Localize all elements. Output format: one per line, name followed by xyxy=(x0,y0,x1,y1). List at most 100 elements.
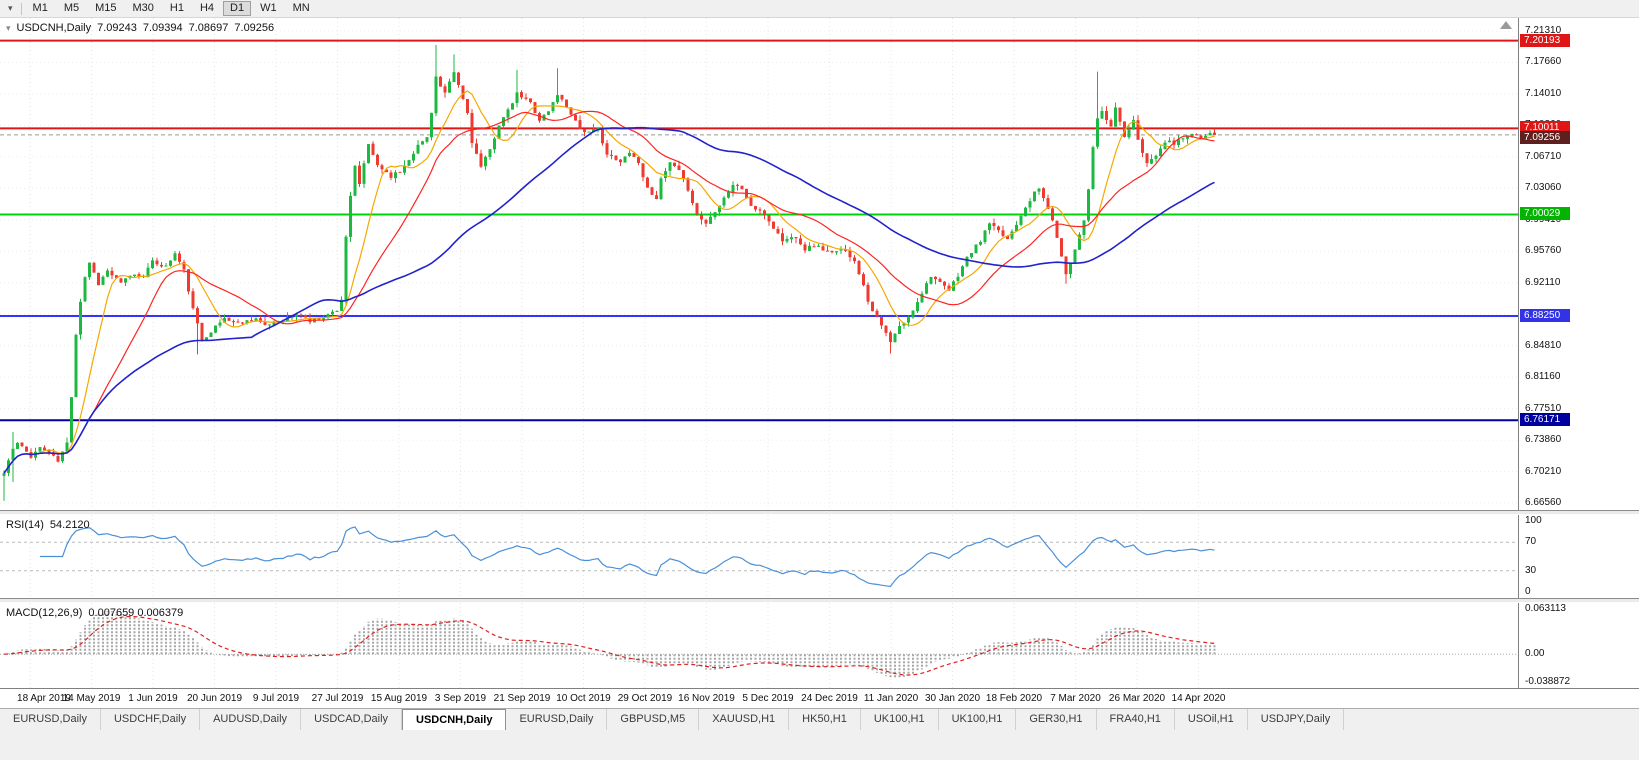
price-tick-label: 6.66560 xyxy=(1525,497,1562,508)
macd-signal-line xyxy=(3,615,1215,676)
date-tick-label: 3 Sep 2019 xyxy=(434,693,487,704)
chart-symbol: USDCNH,Daily xyxy=(16,22,92,34)
level-price-badge: 6.76171 xyxy=(1520,413,1570,426)
chart-tab-gbpusd[interactable]: GBPUSD,M5 xyxy=(607,709,700,730)
macd-panel[interactable]: MACD(12,26,9) 0.007659 0.006379 xyxy=(0,603,1518,688)
price-tick-label: 6.73860 xyxy=(1525,434,1562,445)
horizontal-level-lines xyxy=(0,39,1518,422)
chart-tab-usdchf[interactable]: USDCHF,Daily xyxy=(101,709,201,730)
rsi-header: RSI(14) 54.2120 xyxy=(6,519,96,531)
date-tick-label: 9 Jul 2019 xyxy=(252,693,300,704)
chart-tab-eurusd[interactable]: EURUSD,Daily xyxy=(506,709,608,730)
chart-tab-fra40[interactable]: FRA40,H1 xyxy=(1097,709,1175,730)
date-tick-label: 18 Feb 2020 xyxy=(985,693,1043,704)
level-price-badge: 6.88250 xyxy=(1520,309,1570,322)
panel-divider[interactable] xyxy=(0,598,1639,603)
chart-tab-ger30[interactable]: GER30,H1 xyxy=(1016,709,1097,730)
date-tick-label: 11 Jan 2020 xyxy=(863,693,919,704)
chart-tab-eurusd[interactable]: EURUSD,Daily xyxy=(0,709,101,730)
chart-close: 7.09256 xyxy=(234,22,275,34)
date-tick-label: 16 Nov 2019 xyxy=(678,693,735,704)
date-tick-label: 5 Dec 2019 xyxy=(742,693,794,704)
rsi-value: 54.2120 xyxy=(49,519,90,531)
price-tick-label: 7.17660 xyxy=(1525,56,1562,67)
price-axis[interactable]: 7.213107.176607.140107.103607.067107.030… xyxy=(1518,18,1639,688)
chart-tab-uk100[interactable]: UK100,H1 xyxy=(861,709,939,730)
timeframe-h4[interactable]: H4 xyxy=(193,1,221,16)
price-tick-label: 6.81160 xyxy=(1525,371,1561,382)
ma-56-line xyxy=(3,126,1215,474)
toolbar-separator xyxy=(20,2,22,15)
scroll-to-end-marker xyxy=(1500,21,1512,29)
price-tick-label: 7.03060 xyxy=(1525,182,1562,193)
macd-histogram xyxy=(7,611,1216,679)
date-tick-label: 7 Mar 2020 xyxy=(1050,693,1101,704)
rsi-canvas xyxy=(0,515,1518,598)
timeframe-m1[interactable]: M1 xyxy=(26,1,55,16)
date-tick-label: 1 Jun 2019 xyxy=(128,693,178,704)
rsi-tick-label: 100 xyxy=(1525,515,1542,526)
chart-tab-bar: EURUSD,Daily USDCHF,Daily AUDUSD,Daily USDC… xyxy=(0,708,1639,730)
price-tick-label: 7.14010 xyxy=(1525,88,1562,99)
macd-header: MACD(12,26,9) 0.007659 0.006379 xyxy=(6,607,189,619)
price-tick-label: 6.92110 xyxy=(1525,277,1561,288)
date-tick-label: 15 Aug 2019 xyxy=(370,693,428,704)
rsi-line xyxy=(40,526,1215,588)
chart-tab-usdcnh[interactable]: USDCNH,Daily xyxy=(402,709,507,730)
price-tick-label: 7.06710 xyxy=(1525,151,1562,162)
chart-tab-xauusd[interactable]: XAUUSD,H1 xyxy=(699,709,790,730)
price-tick-label: 7.21310 xyxy=(1525,25,1562,36)
chart-low: 7.08697 xyxy=(188,22,229,34)
date-tick-label: 27 Jul 2019 xyxy=(311,693,364,704)
timeframe-toolbar: ▾ M1 M5 M15 M30 H1 H4 D1 W1 MN xyxy=(0,0,1639,18)
timeframe-m5[interactable]: M5 xyxy=(57,1,86,16)
timeframe-m30[interactable]: M30 xyxy=(126,1,161,16)
price-tick-label: 6.70210 xyxy=(1525,466,1562,477)
chart-ohlc-line: ▾ USDCNH,Daily 7.09243 7.09394 7.08697 7.0925… xyxy=(6,22,280,34)
macd-tick-label: -0.038872 xyxy=(1525,676,1571,687)
chart-tab-usoil[interactable]: USOil,H1 xyxy=(1175,709,1248,730)
price-tick-label: 6.95760 xyxy=(1525,245,1562,256)
timeframe-buttons: M1 M5 M15 M30 H1 H4 D1 W1 MN xyxy=(26,1,317,16)
grid-layer xyxy=(0,18,1518,510)
chart-tab-usdcad[interactable]: USDCAD,Daily xyxy=(301,709,403,730)
symbol-dropdown-icon[interactable]: ▾ xyxy=(6,23,11,33)
macd-tick-label: 0.00 xyxy=(1525,648,1545,659)
main-chart-canvas xyxy=(0,18,1518,510)
rsi-name: RSI(14) xyxy=(6,519,44,531)
chart-menu-icon[interactable]: ▾ xyxy=(8,3,13,13)
chart-tab-uk100[interactable]: UK100,H1 xyxy=(939,709,1017,730)
date-tick-label: 20 Jun 2019 xyxy=(186,693,243,704)
status-bar xyxy=(0,730,1639,760)
timeframe-m15[interactable]: M15 xyxy=(88,1,123,16)
timeframe-mn[interactable]: MN xyxy=(286,1,317,16)
chart-open: 7.09243 xyxy=(97,22,137,34)
date-tick-label: 18 Apr 2019 xyxy=(17,693,71,704)
date-tick-label: 14 Apr 2020 xyxy=(1171,693,1226,704)
chart-tab-audusd[interactable]: AUDUSD,Daily xyxy=(200,709,302,730)
level-price-badge: 7.20193 xyxy=(1520,34,1570,47)
chart-tab-hk50[interactable]: HK50,H1 xyxy=(789,709,861,730)
chart-high: 7.09394 xyxy=(142,22,183,34)
date-tick-label: 10 Oct 2019 xyxy=(556,693,611,704)
rsi-tick-label: 30 xyxy=(1525,565,1537,576)
timeframe-w1[interactable]: W1 xyxy=(253,1,284,16)
main-chart-panel[interactable]: ▾ USDCNH,Daily 7.09243 7.09394 7.08697 7.0925… xyxy=(0,18,1518,510)
panel-divider[interactable] xyxy=(0,510,1639,515)
time-axis[interactable]: 18 Apr 2019 14 May 2019 1 Jun 2019 20 Jun 2… xyxy=(0,688,1639,708)
candles-layer xyxy=(2,44,1216,501)
chart-tab-usdjpy[interactable]: USDJPY,Daily xyxy=(1248,709,1345,730)
rsi-tick-label: 0 xyxy=(1525,586,1531,597)
rsi-panel[interactable]: RSI(14) 54.2120 xyxy=(0,515,1518,598)
ma-9-line xyxy=(3,90,1215,474)
price-tick-label: 6.77510 xyxy=(1525,403,1562,414)
macd-canvas xyxy=(0,603,1518,688)
macd-tick-label: 0.063113 xyxy=(1525,603,1566,614)
level-price-badge: 7.00029 xyxy=(1520,207,1570,220)
timeframe-h1[interactable]: H1 xyxy=(163,1,191,16)
date-tick-label: 21 Sep 2019 xyxy=(493,693,551,704)
price-tick-label: 6.84810 xyxy=(1525,340,1562,351)
timeframe-d1[interactable]: D1 xyxy=(223,1,252,16)
macd-name: MACD(12,26,9) xyxy=(6,607,83,619)
rsi-tick-label: 70 xyxy=(1525,536,1537,547)
